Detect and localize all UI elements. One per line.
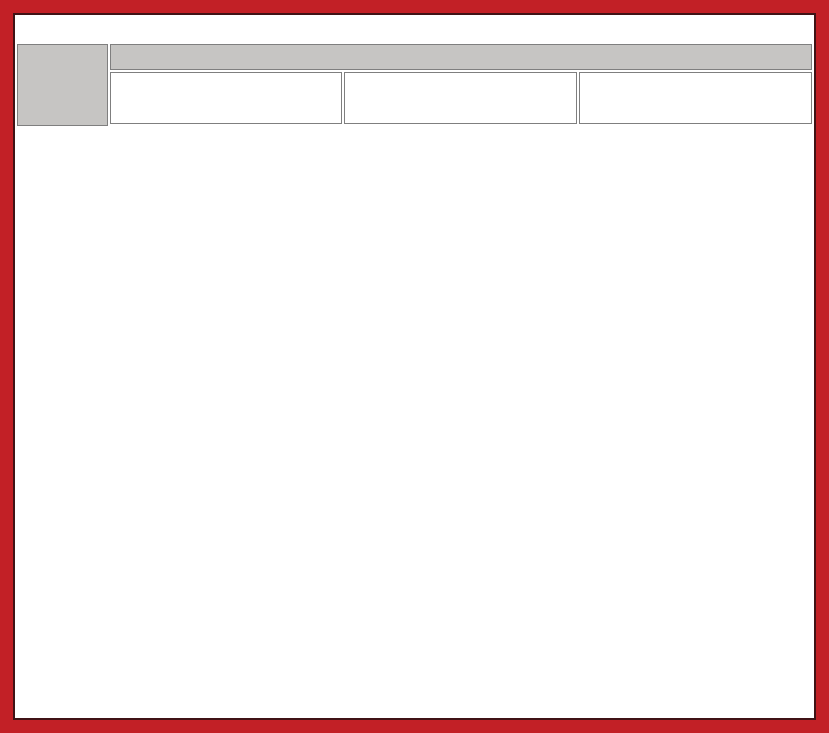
fastener-diameter-header <box>17 44 108 126</box>
document-content <box>13 13 816 720</box>
psi-group-170-180 <box>109 72 343 124</box>
torque-table <box>15 42 814 718</box>
psi-group-220 <box>579 72 812 124</box>
title-block <box>15 15 814 42</box>
tensile-strength-header <box>109 44 812 70</box>
psi-group-190-200 <box>344 72 578 124</box>
tensile-header-row <box>17 44 812 126</box>
psi-group-row <box>17 72 812 124</box>
